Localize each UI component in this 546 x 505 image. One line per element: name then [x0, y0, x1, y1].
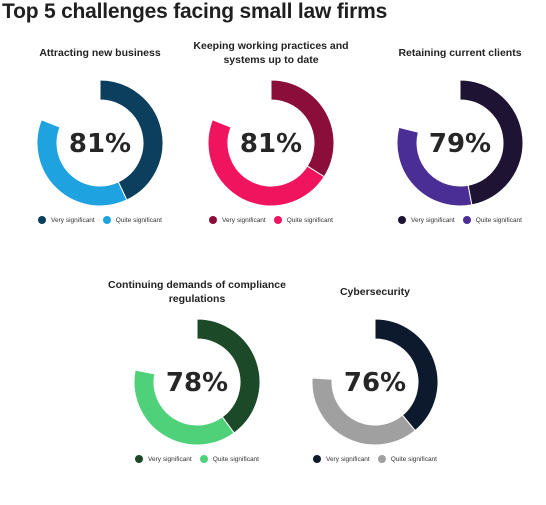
legend-item-quite-significant: Quite significant: [102, 216, 162, 224]
chart-title: Keeping working practices and systems up…: [193, 40, 349, 66]
chart-title: Attracting new business: [39, 47, 161, 59]
chart-panel-retaining-current-clients: Retaining current clients 79% Very signi…: [370, 36, 546, 266]
legend-item-very-significant: Very significant: [313, 455, 370, 463]
chart-legend: Very significant Quite significant: [370, 216, 546, 224]
donut-segment-quite-significant: [207, 119, 325, 207]
chart-panel-compliance-regulations: Continuing demands of compliance regulat…: [107, 275, 287, 505]
center-percentage-label: 81%: [69, 129, 131, 159]
chart-title: Retaining current clients: [398, 47, 522, 59]
legend-swatch: [38, 216, 47, 224]
page-title: Top 5 challenges facing small law firms: [2, 0, 388, 23]
chart-legend: Very significant Quite significant: [10, 216, 190, 224]
center-percentage-label: 76%: [344, 368, 406, 398]
legend-label: Quite significant: [115, 216, 162, 224]
chart-panel-cybersecurity: Cybersecurity 76% Very significant Quite…: [285, 275, 465, 505]
donut-chart: 81%: [36, 79, 164, 207]
legend-item-quite-significant: Quite significant: [273, 216, 333, 224]
legend-label: Quite significant: [212, 455, 259, 463]
legend-swatch: [398, 216, 407, 224]
chart-panel-keeping-working-practices: Keeping working practices and systems up…: [181, 36, 361, 266]
legend-item-very-significant: Very significant: [209, 216, 266, 224]
legend-label: Quite significant: [390, 455, 437, 463]
center-percentage-label: 81%: [240, 129, 302, 159]
chart-panel-attracting-new-business: Attracting new business 81% Very signifi…: [10, 36, 190, 266]
legend-label: Very significant: [51, 216, 95, 224]
center-percentage-label: 79%: [429, 129, 491, 159]
legend-swatch: [135, 455, 144, 463]
donut-chart: 76%: [311, 318, 439, 446]
legend-item-quite-significant: Quite significant: [462, 216, 522, 224]
donut-chart: 81%: [207, 79, 335, 207]
chart-legend: Very significant Quite significant: [181, 216, 361, 224]
legend-label: Very significant: [222, 216, 266, 224]
legend-item-very-significant: Very significant: [38, 216, 95, 224]
legend-swatch: [377, 455, 386, 463]
legend-swatch: [313, 455, 322, 463]
chart-title: Cybersecurity: [339, 286, 411, 298]
donut-chart: 78%: [133, 318, 261, 446]
legend-label: Very significant: [411, 216, 455, 224]
chart-legend: Very significant Quite significant: [285, 455, 465, 463]
donut-segment-quite-significant: [133, 369, 235, 446]
legend-swatch: [209, 216, 218, 224]
center-percentage-label: 78%: [166, 368, 228, 398]
legend-label: Very significant: [326, 455, 370, 463]
donut-chart: 79%: [396, 79, 524, 207]
legend-item-quite-significant: Quite significant: [377, 455, 437, 463]
legend-label: Quite significant: [286, 216, 333, 224]
legend-item-very-significant: Very significant: [398, 216, 455, 224]
donut-segment-quite-significant: [311, 377, 416, 446]
legend-label: Quite significant: [475, 216, 522, 224]
legend-swatch: [102, 216, 111, 224]
legend-swatch: [273, 216, 282, 224]
legend-swatch: [462, 216, 471, 224]
legend-item-quite-significant: Quite significant: [199, 455, 259, 463]
legend-item-very-significant: Very significant: [135, 455, 192, 463]
legend-label: Very significant: [148, 455, 192, 463]
chart-legend: Very significant Quite significant: [107, 455, 287, 463]
donut-segment-quite-significant: [396, 126, 473, 207]
chart-title: Continuing demands of compliance regulat…: [108, 279, 286, 305]
legend-swatch: [199, 455, 208, 463]
donut-segment-quite-significant: [36, 119, 128, 207]
donut-segment-very-significant: [459, 79, 524, 206]
